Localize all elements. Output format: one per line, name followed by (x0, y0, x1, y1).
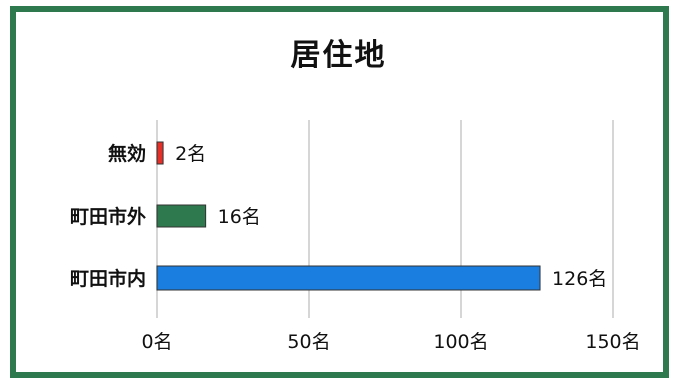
value-label: 126名 (552, 268, 607, 290)
x-tick-label: 150名 (585, 331, 640, 353)
value-label: 2名 (175, 143, 206, 165)
category-label: 町田市外 (70, 205, 146, 228)
x-tick-label: 0名 (141, 331, 172, 353)
chart-title: 居住地 (290, 38, 387, 73)
value-label: 16名 (218, 206, 261, 228)
bar (156, 265, 541, 291)
chart-frame (10, 6, 669, 378)
x-tick-label: 100名 (433, 331, 488, 353)
category-label: 無効 (108, 142, 146, 165)
bar (156, 204, 207, 228)
category-label: 町田市内 (70, 267, 146, 290)
bar (156, 141, 164, 165)
x-tick-label: 50名 (287, 331, 330, 353)
